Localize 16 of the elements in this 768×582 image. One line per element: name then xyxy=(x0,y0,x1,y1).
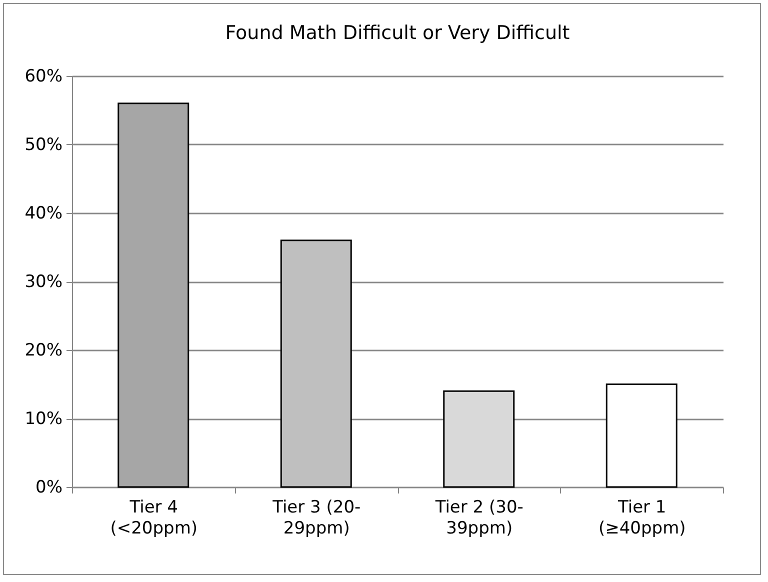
y-tick-label: 40% xyxy=(24,204,62,224)
bar xyxy=(606,384,678,488)
y-tick-label: 60% xyxy=(24,66,62,86)
x-tick-label: Tier 3 (20-29ppm) xyxy=(272,498,361,538)
bar xyxy=(118,102,190,488)
chart-title: Found Math Difficult or Very Difficult xyxy=(225,22,570,44)
y-tick-label: 0% xyxy=(36,478,62,498)
y-tick-label: 30% xyxy=(24,272,62,292)
x-tick-label: Tier 2 (30-39ppm) xyxy=(434,498,524,538)
y-tick-label: 20% xyxy=(24,340,62,360)
bar xyxy=(280,240,352,488)
bar xyxy=(443,390,515,488)
y-tick-label: 10% xyxy=(24,409,62,429)
y-tick-label: 50% xyxy=(24,135,62,155)
x-tick-label: Tier 4 (<20ppm) xyxy=(110,498,198,538)
x-tick-label: Tier 1 (≥40ppm) xyxy=(598,498,686,538)
